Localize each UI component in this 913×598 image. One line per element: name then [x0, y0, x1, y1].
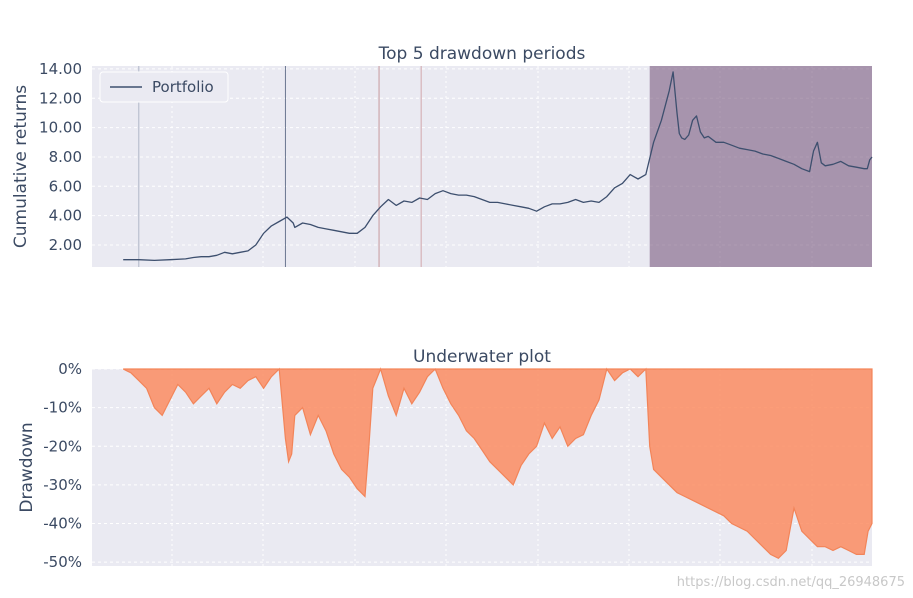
bottom-chart-panel: 0% -10% -20% -30% -40% -50% Underwater plot D… [17, 347, 873, 571]
top-period-markers [138, 66, 422, 267]
portfolio-line [123, 71, 873, 262]
top-drawdown-shading [649, 66, 872, 267]
top-series-lines [123, 71, 873, 262]
y-tick-label: -20% [43, 437, 82, 455]
y-tick-label: 0% [58, 360, 82, 378]
bottom-drawdown-area [122, 367, 873, 560]
legend-box [99, 71, 229, 103]
y-tick-label: 4.00 [49, 207, 82, 225]
y-tick-label: 10.00 [39, 119, 82, 137]
top-chart-panel: 2.00 4.00 6.00 8.00 10.00 12.00 14.00 Top 5 dr… [11, 44, 873, 267]
y-tick-label: 14.00 [39, 60, 82, 78]
bottom-y-axis-label: Drawdown [17, 422, 37, 512]
bottom-y-tick-labels: 0% -10% -20% -30% -40% -50% [43, 360, 82, 571]
y-tick-label: 6.00 [49, 177, 82, 195]
y-tick-label: -40% [43, 515, 82, 533]
y-tick-label: 12.00 [39, 89, 82, 107]
top-y-axis-label: Cumulative returns [11, 85, 31, 248]
y-tick-label: 2.00 [49, 236, 82, 254]
y-tick-label: -50% [43, 553, 82, 571]
y-tick-label: 8.00 [49, 148, 82, 166]
top-chart-title: Top 5 drawdown periods [378, 44, 586, 64]
drawdown-area [122, 367, 873, 560]
legend-label: Portfolio [152, 78, 214, 96]
y-tick-label: -10% [43, 399, 82, 417]
drawdown-period-band [649, 66, 872, 267]
watermark-text: https://blog.csdn.net/qq_26948675 [676, 575, 905, 590]
legend: Portfolio [99, 71, 229, 103]
y-tick-label: -30% [43, 476, 82, 494]
bottom-chart-title: Underwater plot [413, 347, 551, 367]
top-y-tick-labels: 2.00 4.00 6.00 8.00 10.00 12.00 14.00 [39, 60, 82, 254]
